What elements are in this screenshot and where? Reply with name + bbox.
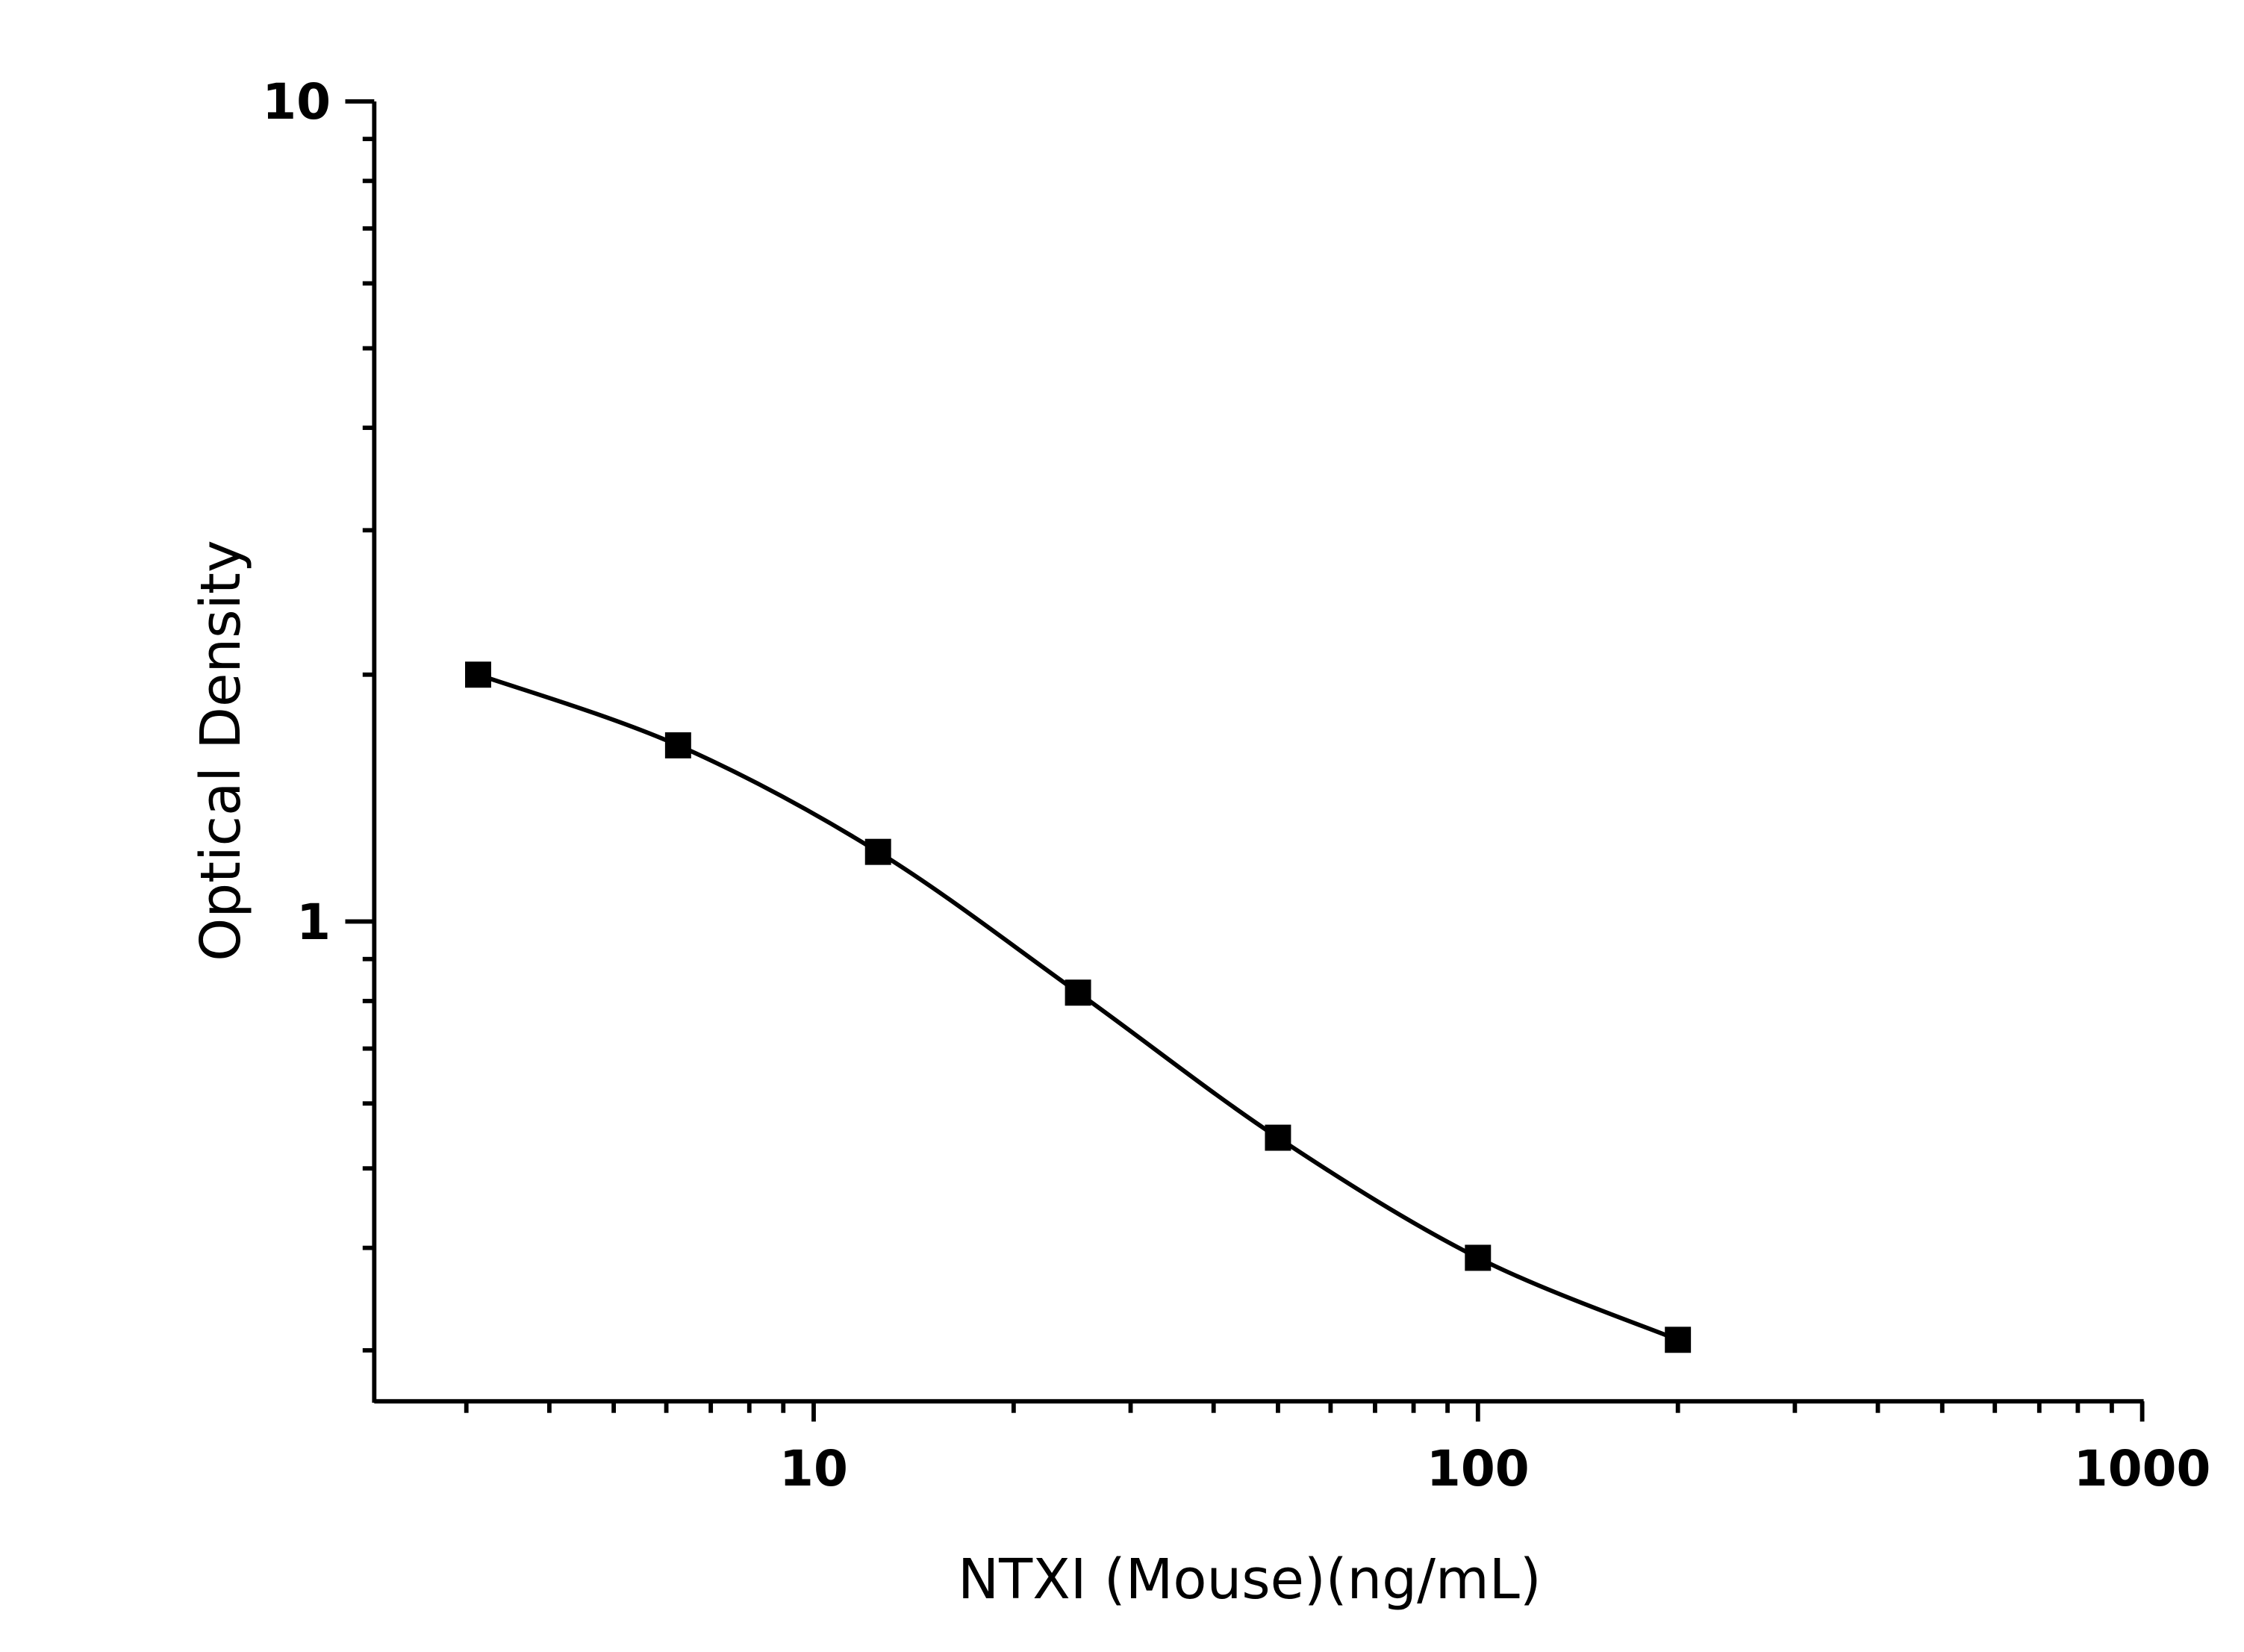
data-points [465, 661, 1692, 1353]
x-axis-title: NTXI (Mouse)(ng/mL) [958, 1548, 1542, 1612]
axes: 10 100 1000 1 10 [262, 73, 2210, 1497]
x-tick-label: 10 [779, 1440, 848, 1497]
y-tick-label: 10 [262, 73, 331, 131]
data-point [1065, 979, 1091, 1006]
data-point [1265, 1124, 1291, 1151]
data-point [864, 838, 891, 865]
x-tick-label: 100 [1427, 1440, 1530, 1497]
x-tick-label: 1000 [2074, 1440, 2211, 1497]
data-point [465, 661, 491, 688]
data-point [664, 732, 691, 758]
y-tick-label: 1 [296, 894, 331, 951]
data-point [1465, 1244, 1492, 1271]
fit-curve [477, 673, 1679, 1342]
data-point [1665, 1327, 1692, 1353]
y-axis-title: Optical Density [190, 540, 253, 961]
